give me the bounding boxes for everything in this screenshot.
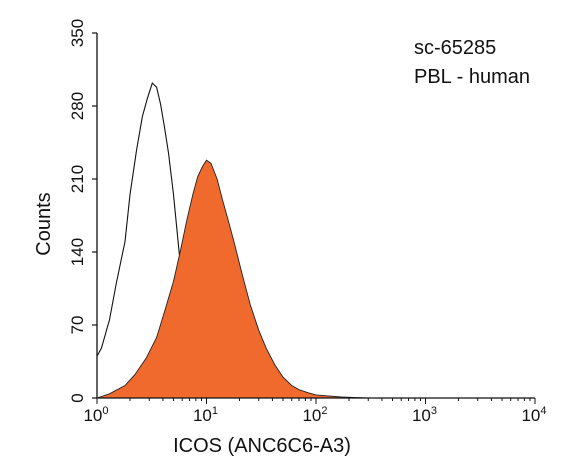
axes xyxy=(92,32,536,404)
x-tick-base: 10 xyxy=(521,406,540,425)
x-axis-title: ICOS (ANC6C6-A3) xyxy=(173,435,351,457)
x-tick-label: 103 xyxy=(412,405,437,425)
x-tick-exponent: 0 xyxy=(102,405,108,417)
x-tick-label: 100 xyxy=(83,405,108,425)
y-tick-label: 0 xyxy=(68,393,87,402)
y-tick-label: 350 xyxy=(68,19,87,47)
x-tick-label: 102 xyxy=(302,405,327,425)
y-tick-label: 210 xyxy=(68,165,87,193)
y-tick-label: 140 xyxy=(68,238,87,266)
y-tick-label: 280 xyxy=(68,92,87,120)
x-tick-exponent: 1 xyxy=(212,405,218,417)
x-tick-base: 10 xyxy=(193,406,212,425)
x-tick-label: 104 xyxy=(521,405,546,425)
annotation-text: sc-65285 xyxy=(414,37,496,59)
x-tick-exponent: 2 xyxy=(321,405,327,417)
x-tick-label: 101 xyxy=(193,405,218,425)
x-tick-base: 10 xyxy=(412,406,431,425)
y-axis-title: Counts xyxy=(33,192,55,255)
series-filled-area xyxy=(96,159,369,399)
plot-area xyxy=(96,82,369,399)
y-tick-label: 70 xyxy=(68,316,87,335)
x-tick-exponent: 4 xyxy=(540,405,546,417)
annotation-text: PBL - human xyxy=(414,66,530,88)
x-tick-base: 10 xyxy=(302,406,321,425)
x-tick-exponent: 3 xyxy=(431,405,437,417)
x-tick-base: 10 xyxy=(83,406,102,425)
